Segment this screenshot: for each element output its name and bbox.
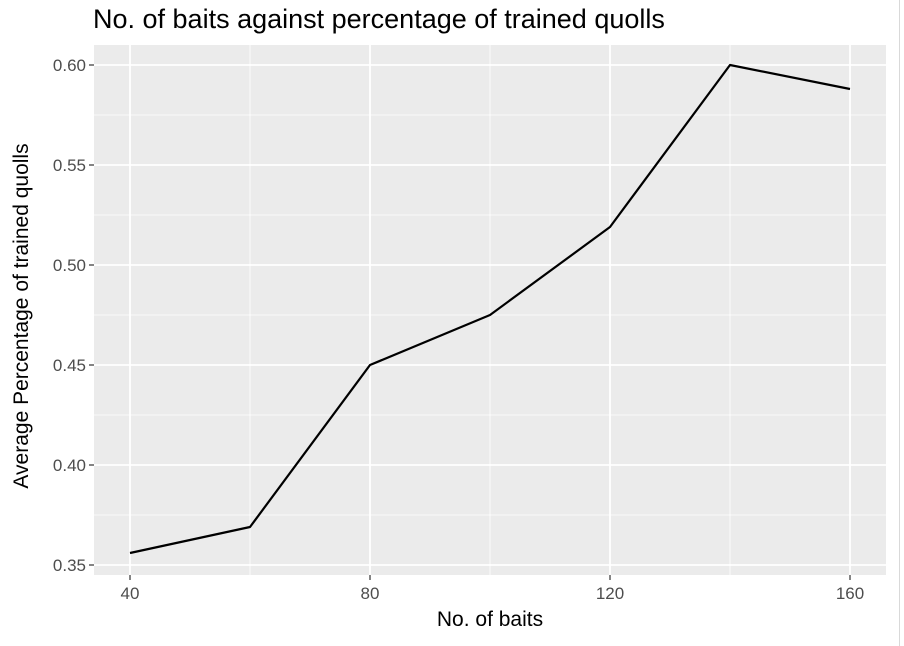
x-tick-label: 40 bbox=[121, 584, 140, 603]
y-tick-label: 0.40 bbox=[53, 456, 86, 475]
grid-major bbox=[94, 45, 886, 575]
series-line bbox=[129, 63, 851, 555]
grid-minor bbox=[94, 45, 886, 575]
y-tick-label: 0.45 bbox=[53, 356, 86, 375]
x-tick-label: 120 bbox=[596, 584, 624, 603]
y-axis: 0.35 0.40 0.45 0.50 0.55 0.60 bbox=[53, 56, 94, 575]
window-edge bbox=[899, 0, 900, 646]
chart-title: No. of baits against percentage of train… bbox=[93, 4, 665, 34]
x-axis-label: No. of baits bbox=[436, 608, 544, 631]
x-axis: 40 80 120 160 bbox=[121, 575, 864, 603]
x-tick-label: 80 bbox=[361, 584, 380, 603]
y-axis-label: Average Percentage of trained quolls bbox=[10, 143, 33, 489]
y-tick-label: 0.35 bbox=[53, 556, 86, 575]
y-tick-label: 0.55 bbox=[53, 156, 86, 175]
y-tick-label: 0.60 bbox=[53, 56, 86, 75]
x-tick-label: 160 bbox=[836, 584, 864, 603]
y-tick-label: 0.50 bbox=[53, 256, 86, 275]
